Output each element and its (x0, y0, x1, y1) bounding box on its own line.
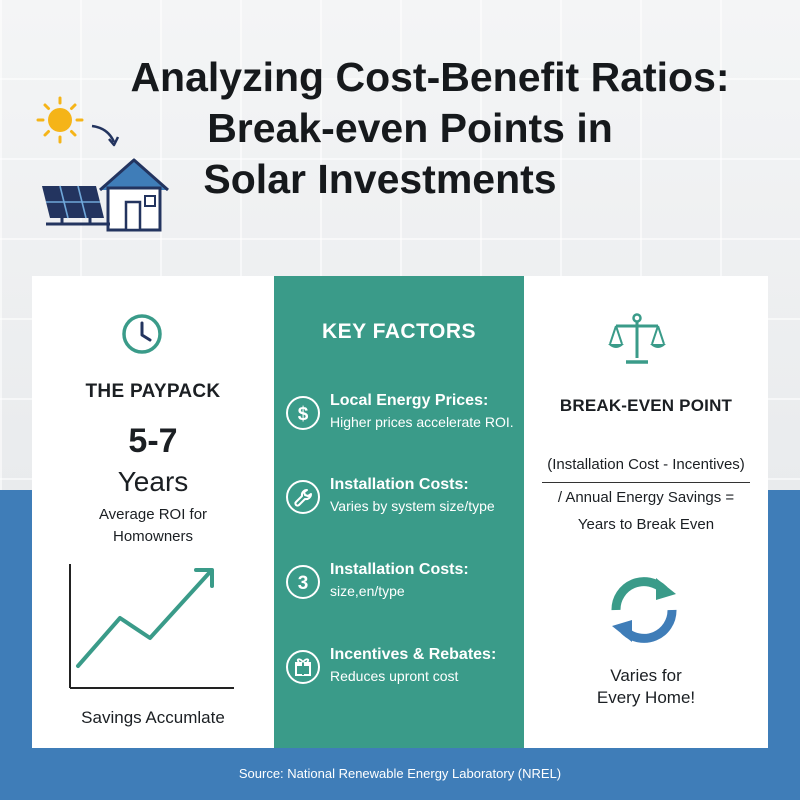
break-even-panel: BREAK-EVEN POINT (Installation Cost - In… (524, 276, 768, 748)
cycle-arrows-icon (611, 577, 677, 643)
varies-text-line-1: Varies for (610, 666, 682, 685)
title-line-2: Break-even Points in (207, 105, 613, 151)
factor-description: Varies by system size/type (330, 498, 495, 514)
roi-text-line-2: Homowners (112, 528, 194, 545)
formula-denominator: / Annual Energy Savings = (557, 489, 735, 506)
key-factors-panel: KEY FACTORS $ Local Energy Prices: Highe… (274, 276, 524, 748)
solar-house-icon (36, 96, 169, 232)
number-three-icon: 3 (286, 565, 320, 599)
source-citation: Source: National Renewable Energy Labora… (238, 766, 562, 781)
factor-title: Installation Costs: (330, 476, 469, 493)
formula-numerator: (Installation Cost - Incentives) (547, 456, 745, 473)
payback-heading: THE PAYPACK (85, 381, 221, 402)
page-title: Analyzing Cost-Benefit Ratios: Break-eve… (60, 52, 760, 205)
sun-icon (36, 96, 84, 144)
factor-description: Reduces upront cost (330, 668, 459, 684)
factor-item: 3 Installation Costs: size,en/type (284, 561, 520, 621)
wrench-icon (286, 480, 320, 514)
savings-label: Savings Accumlate (81, 708, 225, 727)
svg-text:3: 3 (298, 573, 309, 594)
factor-description: size,en/type (330, 583, 405, 599)
scales-icon (608, 313, 666, 364)
payback-panel: THE PAYPACK 5-7 Years Average ROI for Ho… (32, 276, 274, 748)
varies-text-line-2: Every Home! (596, 688, 696, 707)
factor-title: Local Energy Prices: (330, 392, 489, 409)
clock-icon (122, 314, 162, 354)
break-even-heading: BREAK-EVEN POINT (559, 396, 733, 415)
factor-item: $ Local Energy Prices: Higher prices acc… (284, 392, 520, 452)
rising-line-chart-icon (69, 564, 234, 689)
key-factors-heading: KEY FACTORS (321, 320, 477, 343)
factor-description: Higher prices accelerate ROI. (330, 414, 514, 430)
title-line-1: Analyzing Cost-Benefit Ratios: (130, 54, 730, 100)
roi-text-line-1: Average ROI for (98, 506, 208, 523)
factor-item: Incentives & Rebates: Reduces upront cos… (284, 646, 520, 706)
dollar-icon: $ (286, 396, 320, 430)
payback-value: 5-7 (128, 422, 178, 460)
gift-icon (286, 650, 320, 684)
formula-result: Years to Break Even (577, 516, 715, 533)
factor-item: Installation Costs: Varies by system siz… (284, 476, 520, 536)
factor-title: Incentives & Rebates: (330, 646, 497, 663)
solar-panel-icon (42, 185, 110, 226)
factor-title: Installation Costs: (330, 561, 469, 578)
payback-unit: Years (117, 466, 189, 497)
formula-divider (542, 482, 750, 483)
svg-text:$: $ (298, 404, 309, 425)
title-line-3: Solar Investments (203, 156, 557, 202)
